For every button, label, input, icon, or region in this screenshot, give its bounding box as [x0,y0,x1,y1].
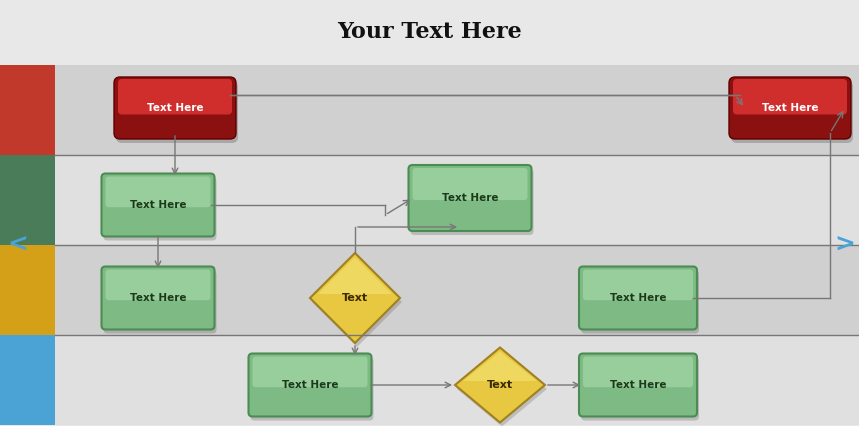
FancyBboxPatch shape [729,77,851,139]
Polygon shape [455,348,545,423]
Bar [0,335,55,425]
FancyBboxPatch shape [253,357,368,387]
FancyBboxPatch shape [581,357,699,420]
FancyBboxPatch shape [412,168,527,200]
Text: <: < [8,233,28,257]
Text: Text Here: Text Here [282,380,338,390]
FancyBboxPatch shape [106,270,210,300]
FancyBboxPatch shape [116,81,238,143]
Text: >: > [835,233,856,257]
FancyBboxPatch shape [118,79,232,115]
FancyBboxPatch shape [409,165,532,231]
FancyBboxPatch shape [733,79,847,115]
Bar [0,245,55,335]
FancyBboxPatch shape [106,176,210,207]
Text: Your Text Here: Your Text Here [337,21,522,43]
FancyBboxPatch shape [101,173,215,236]
FancyBboxPatch shape [101,267,215,329]
Polygon shape [318,257,392,294]
FancyBboxPatch shape [248,354,371,417]
Bar [55,155,859,245]
FancyBboxPatch shape [579,354,697,417]
Text: Text Here: Text Here [762,103,819,113]
FancyBboxPatch shape [579,267,697,329]
FancyBboxPatch shape [103,271,216,334]
Polygon shape [463,351,537,381]
Bar [55,335,859,425]
FancyBboxPatch shape [583,270,693,300]
FancyBboxPatch shape [114,77,236,139]
Text: Text: Text [342,293,368,303]
Text: Text Here: Text Here [130,293,186,303]
Bar [0,65,55,155]
FancyBboxPatch shape [731,81,853,143]
Bar [0,155,55,245]
Polygon shape [312,257,402,347]
Bar [55,65,859,155]
Polygon shape [457,351,547,426]
Bar [55,245,859,335]
FancyBboxPatch shape [581,271,699,334]
Text: Text Here: Text Here [610,293,667,303]
Text: Text Here: Text Here [610,380,667,390]
Bar [0,0,859,65]
Text: Text Here: Text Here [442,193,498,203]
Text: Text Here: Text Here [130,200,186,210]
FancyBboxPatch shape [103,178,216,241]
FancyBboxPatch shape [583,357,693,387]
Polygon shape [310,253,400,343]
Text: Text Here: Text Here [147,103,204,113]
Text: Text: Text [487,380,513,390]
FancyBboxPatch shape [411,169,533,235]
FancyBboxPatch shape [251,357,374,420]
